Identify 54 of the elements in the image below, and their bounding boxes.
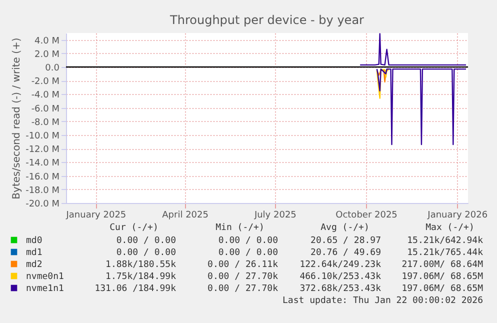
text: 15.21k/765.44k [407, 248, 484, 258]
line-series [376, 70, 388, 83]
text: 0.00 / 27.70k [208, 272, 279, 282]
x-tick-label: January 2026 [426, 210, 488, 220]
y-tick-label: -18.0 M [26, 186, 60, 196]
text: 197.06M/ 68.65M [402, 284, 484, 294]
x-tick-label: October 2025 [336, 210, 398, 220]
text: 0.00 / 0.00 [116, 248, 176, 258]
x-tick-label: July 2025 [253, 210, 296, 220]
text: Avg (-/+) [320, 223, 370, 233]
y-tick-label: -8.0 M [31, 118, 60, 128]
text: 0.00 / 0.00 [116, 236, 176, 246]
y-axis-title: Bytes/second read (-) / write (+) [12, 38, 23, 200]
text: Cur (-/+) [110, 223, 158, 233]
line-series [376, 68, 467, 146]
text: 0.00 / 0.00 [218, 248, 278, 258]
y-tick-label: 0.0 [45, 64, 60, 74]
y-tick-label: 4.0 M [34, 36, 60, 46]
text: Last update: Thu Jan 22 00:00:02 2026 [282, 296, 483, 306]
legend-label: nvme1n1 [26, 284, 64, 294]
text: 0.00 / 26.11k [208, 260, 279, 270]
line-series [359, 33, 467, 66]
text: 197.06M/ 68.65M [402, 272, 484, 282]
legend-label: nvme0n1 [26, 272, 64, 282]
y-tick-label: -16.0 M [26, 172, 60, 182]
y-tick-label: 2.0 M [34, 50, 60, 60]
y-tick-label: -10.0 M [26, 132, 60, 142]
text: 0.00 / 27.70k [208, 284, 279, 294]
y-tick-label: -14.0 M [26, 158, 60, 169]
text: 122.64k/249.23k [300, 260, 382, 270]
legend-label: md1 [26, 248, 42, 258]
text: 1.75k/184.99k [106, 272, 177, 282]
text: 0.00 / 0.00 [218, 236, 278, 246]
text: Max (-/+) [426, 223, 474, 233]
legend-label: md0 [26, 236, 42, 246]
text: 131.06 /184.99k [94, 284, 177, 294]
text: 1.88k/180.55k [106, 260, 177, 270]
chart-title: Throughput per device - by year [169, 13, 364, 27]
text: 372.68k/253.43k [300, 284, 382, 294]
text: Min (-/+) [216, 223, 264, 233]
x-tick-label: January 2025 [65, 210, 126, 220]
legend-label: md2 [26, 260, 42, 270]
x-tick-label: April 2025 [162, 210, 208, 220]
text: 15.21k/642.94k [407, 236, 484, 246]
y-tick-label: -2.0 M [31, 77, 60, 88]
y-tick-label: -4.0 M [31, 90, 60, 101]
text: 20.65 / 28.97 [310, 236, 381, 246]
text: 466.10k/253.43k [300, 272, 382, 282]
y-tick-label: -6.0 M [31, 104, 60, 114]
y-tick-label: -12.0 M [26, 145, 60, 156]
text: 20.76 / 49.69 [310, 248, 381, 258]
line-series [376, 69, 390, 99]
y-tick-label: -20.0 M [26, 200, 60, 210]
text: 217.00M/ 68.64M [402, 260, 484, 270]
